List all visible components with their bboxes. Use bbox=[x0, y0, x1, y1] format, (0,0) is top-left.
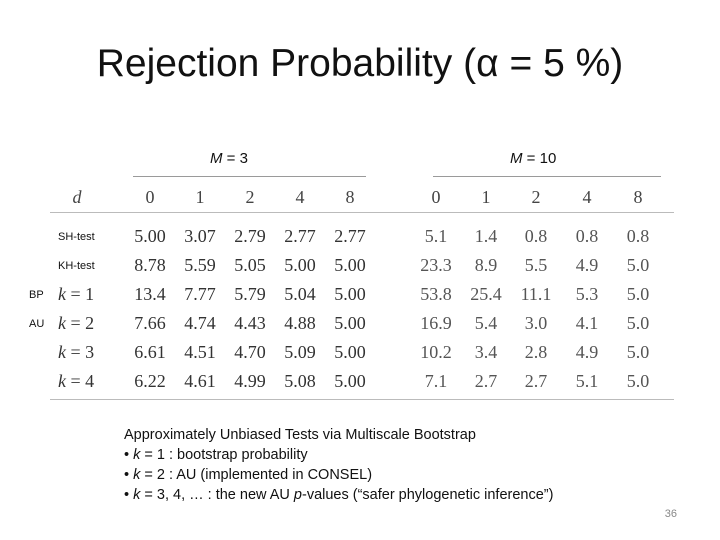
table-cell: 10.2 bbox=[420, 342, 452, 362]
d-header-cell: 8 bbox=[345, 187, 355, 207]
header-rule bbox=[50, 212, 674, 213]
table-cell: 3.4 bbox=[474, 342, 498, 362]
table-cell: 0.8 bbox=[626, 226, 650, 246]
table-cell: 5.79 bbox=[234, 284, 266, 304]
table-cell: 2.8 bbox=[524, 342, 548, 362]
table-cell: 4.74 bbox=[184, 313, 216, 333]
group-rule-left bbox=[133, 176, 366, 177]
table-cell: 4.43 bbox=[234, 313, 266, 333]
table-cell: 5.1 bbox=[575, 371, 599, 391]
note-bullet-3: • k = 3, 4, … : the new AU p-values (“sa… bbox=[124, 487, 554, 503]
table-cell: 6.22 bbox=[134, 371, 166, 391]
table-cell: 5.04 bbox=[284, 284, 316, 304]
table-cell: 5.59 bbox=[184, 255, 216, 275]
table-cell: 7.66 bbox=[134, 313, 166, 333]
page-number: 36 bbox=[664, 508, 677, 520]
table-cell: 5.0 bbox=[626, 313, 650, 333]
d-header-cell: 2 bbox=[531, 187, 541, 207]
table-cell: 4.9 bbox=[575, 342, 599, 362]
table-cell: 8.9 bbox=[474, 255, 498, 275]
m-symbol: M bbox=[510, 150, 523, 167]
table-cell: 0.8 bbox=[524, 226, 548, 246]
table-cell: 5.0 bbox=[626, 255, 650, 275]
m-symbol: M bbox=[210, 150, 223, 167]
table-cell: 5.5 bbox=[524, 255, 548, 275]
group-rule-right bbox=[433, 176, 661, 177]
table-cell: 2.7 bbox=[524, 371, 548, 391]
table-cell: 0.8 bbox=[575, 226, 599, 246]
notes-block: Approximately Unbiased Tests via Multisc… bbox=[124, 425, 553, 505]
table-cell: 4.51 bbox=[184, 342, 216, 362]
table-cell: 4.70 bbox=[234, 342, 266, 362]
table-cell: 5.08 bbox=[284, 371, 316, 391]
d-header-cell: 1 bbox=[195, 187, 205, 207]
table-cell: 5.09 bbox=[284, 342, 316, 362]
table-cell: 23.3 bbox=[420, 255, 452, 275]
table-cell: 5.0 bbox=[626, 342, 650, 362]
table-cell: 5.0 bbox=[626, 284, 650, 304]
table-cell: 53.8 bbox=[420, 284, 452, 304]
table-cell: 5.00 bbox=[284, 255, 316, 275]
row-label: k = 2 bbox=[58, 313, 95, 333]
row-label: k = 1 bbox=[58, 284, 95, 304]
table-cell: 2.77 bbox=[334, 226, 366, 246]
d-header-cell: 0 bbox=[431, 187, 441, 207]
table-cell: 16.9 bbox=[420, 313, 452, 333]
row-label: k = 3 bbox=[58, 342, 95, 362]
table-cell: 4.1 bbox=[575, 313, 599, 333]
table-cell: 5.0 bbox=[626, 371, 650, 391]
m-value: = 3 bbox=[226, 150, 248, 167]
note-bullet-2: • k = 2 : AU (implemented in CONSEL) bbox=[124, 467, 373, 483]
table-cell: 3.07 bbox=[184, 226, 216, 246]
bottom-rule bbox=[50, 399, 674, 400]
table-cell: 11.1 bbox=[520, 284, 552, 304]
table-cell: 2.77 bbox=[284, 226, 316, 246]
table-cell: 2.79 bbox=[234, 226, 266, 246]
table-cell: 4.88 bbox=[284, 313, 316, 333]
d-header-cell: 1 bbox=[481, 187, 491, 207]
table-cell: 7.77 bbox=[184, 284, 216, 304]
d-label: d bbox=[72, 187, 82, 207]
table-cell: 5.00 bbox=[334, 313, 366, 333]
notes-heading: Approximately Unbiased Tests via Multisc… bbox=[124, 427, 476, 443]
row-tag: SH-test bbox=[56, 230, 97, 244]
d-header-cell: 2 bbox=[245, 187, 255, 207]
table-cell: 5.00 bbox=[334, 284, 366, 304]
row-tag: AU bbox=[27, 317, 47, 331]
table-cell: 5.00 bbox=[134, 226, 166, 246]
slide-title: Rejection Probability (α = 5 %) bbox=[96, 42, 624, 85]
d-header-cell: 4 bbox=[295, 187, 305, 207]
table-cell: 25.4 bbox=[470, 284, 502, 304]
d-header-cell: 4 bbox=[582, 187, 592, 207]
table-cell: 5.1 bbox=[424, 226, 448, 246]
group-header-m3: M = 3 bbox=[210, 150, 248, 167]
table-cell: 13.4 bbox=[134, 284, 166, 304]
table-cell: 5.00 bbox=[334, 342, 366, 362]
table-cell: 5.05 bbox=[234, 255, 266, 275]
table-cell: 2.7 bbox=[474, 371, 498, 391]
group-header-m10: M = 10 bbox=[510, 150, 556, 167]
table-cell: 5.00 bbox=[334, 371, 366, 391]
table-cell: 4.99 bbox=[234, 371, 266, 391]
d-header-cell: 8 bbox=[633, 187, 643, 207]
table-cell: 4.61 bbox=[184, 371, 216, 391]
table-cell: 6.61 bbox=[134, 342, 166, 362]
note-bullet-1: • k = 1 : bootstrap probability bbox=[124, 447, 308, 463]
table-cell: 1.4 bbox=[474, 226, 498, 246]
table-cell: 5.4 bbox=[474, 313, 498, 333]
row-label: k = 4 bbox=[58, 371, 95, 391]
m-value: = 10 bbox=[526, 150, 557, 167]
table-cell: 3.0 bbox=[524, 313, 548, 333]
row-tag: BP bbox=[27, 288, 46, 302]
d-header-cell: 0 bbox=[145, 187, 155, 207]
table-cell: 7.1 bbox=[424, 371, 448, 391]
table-cell: 4.9 bbox=[575, 255, 599, 275]
table-cell: 5.00 bbox=[334, 255, 366, 275]
row-tag: KH-test bbox=[56, 259, 97, 273]
table-cell: 8.78 bbox=[134, 255, 166, 275]
table-cell: 5.3 bbox=[575, 284, 599, 304]
